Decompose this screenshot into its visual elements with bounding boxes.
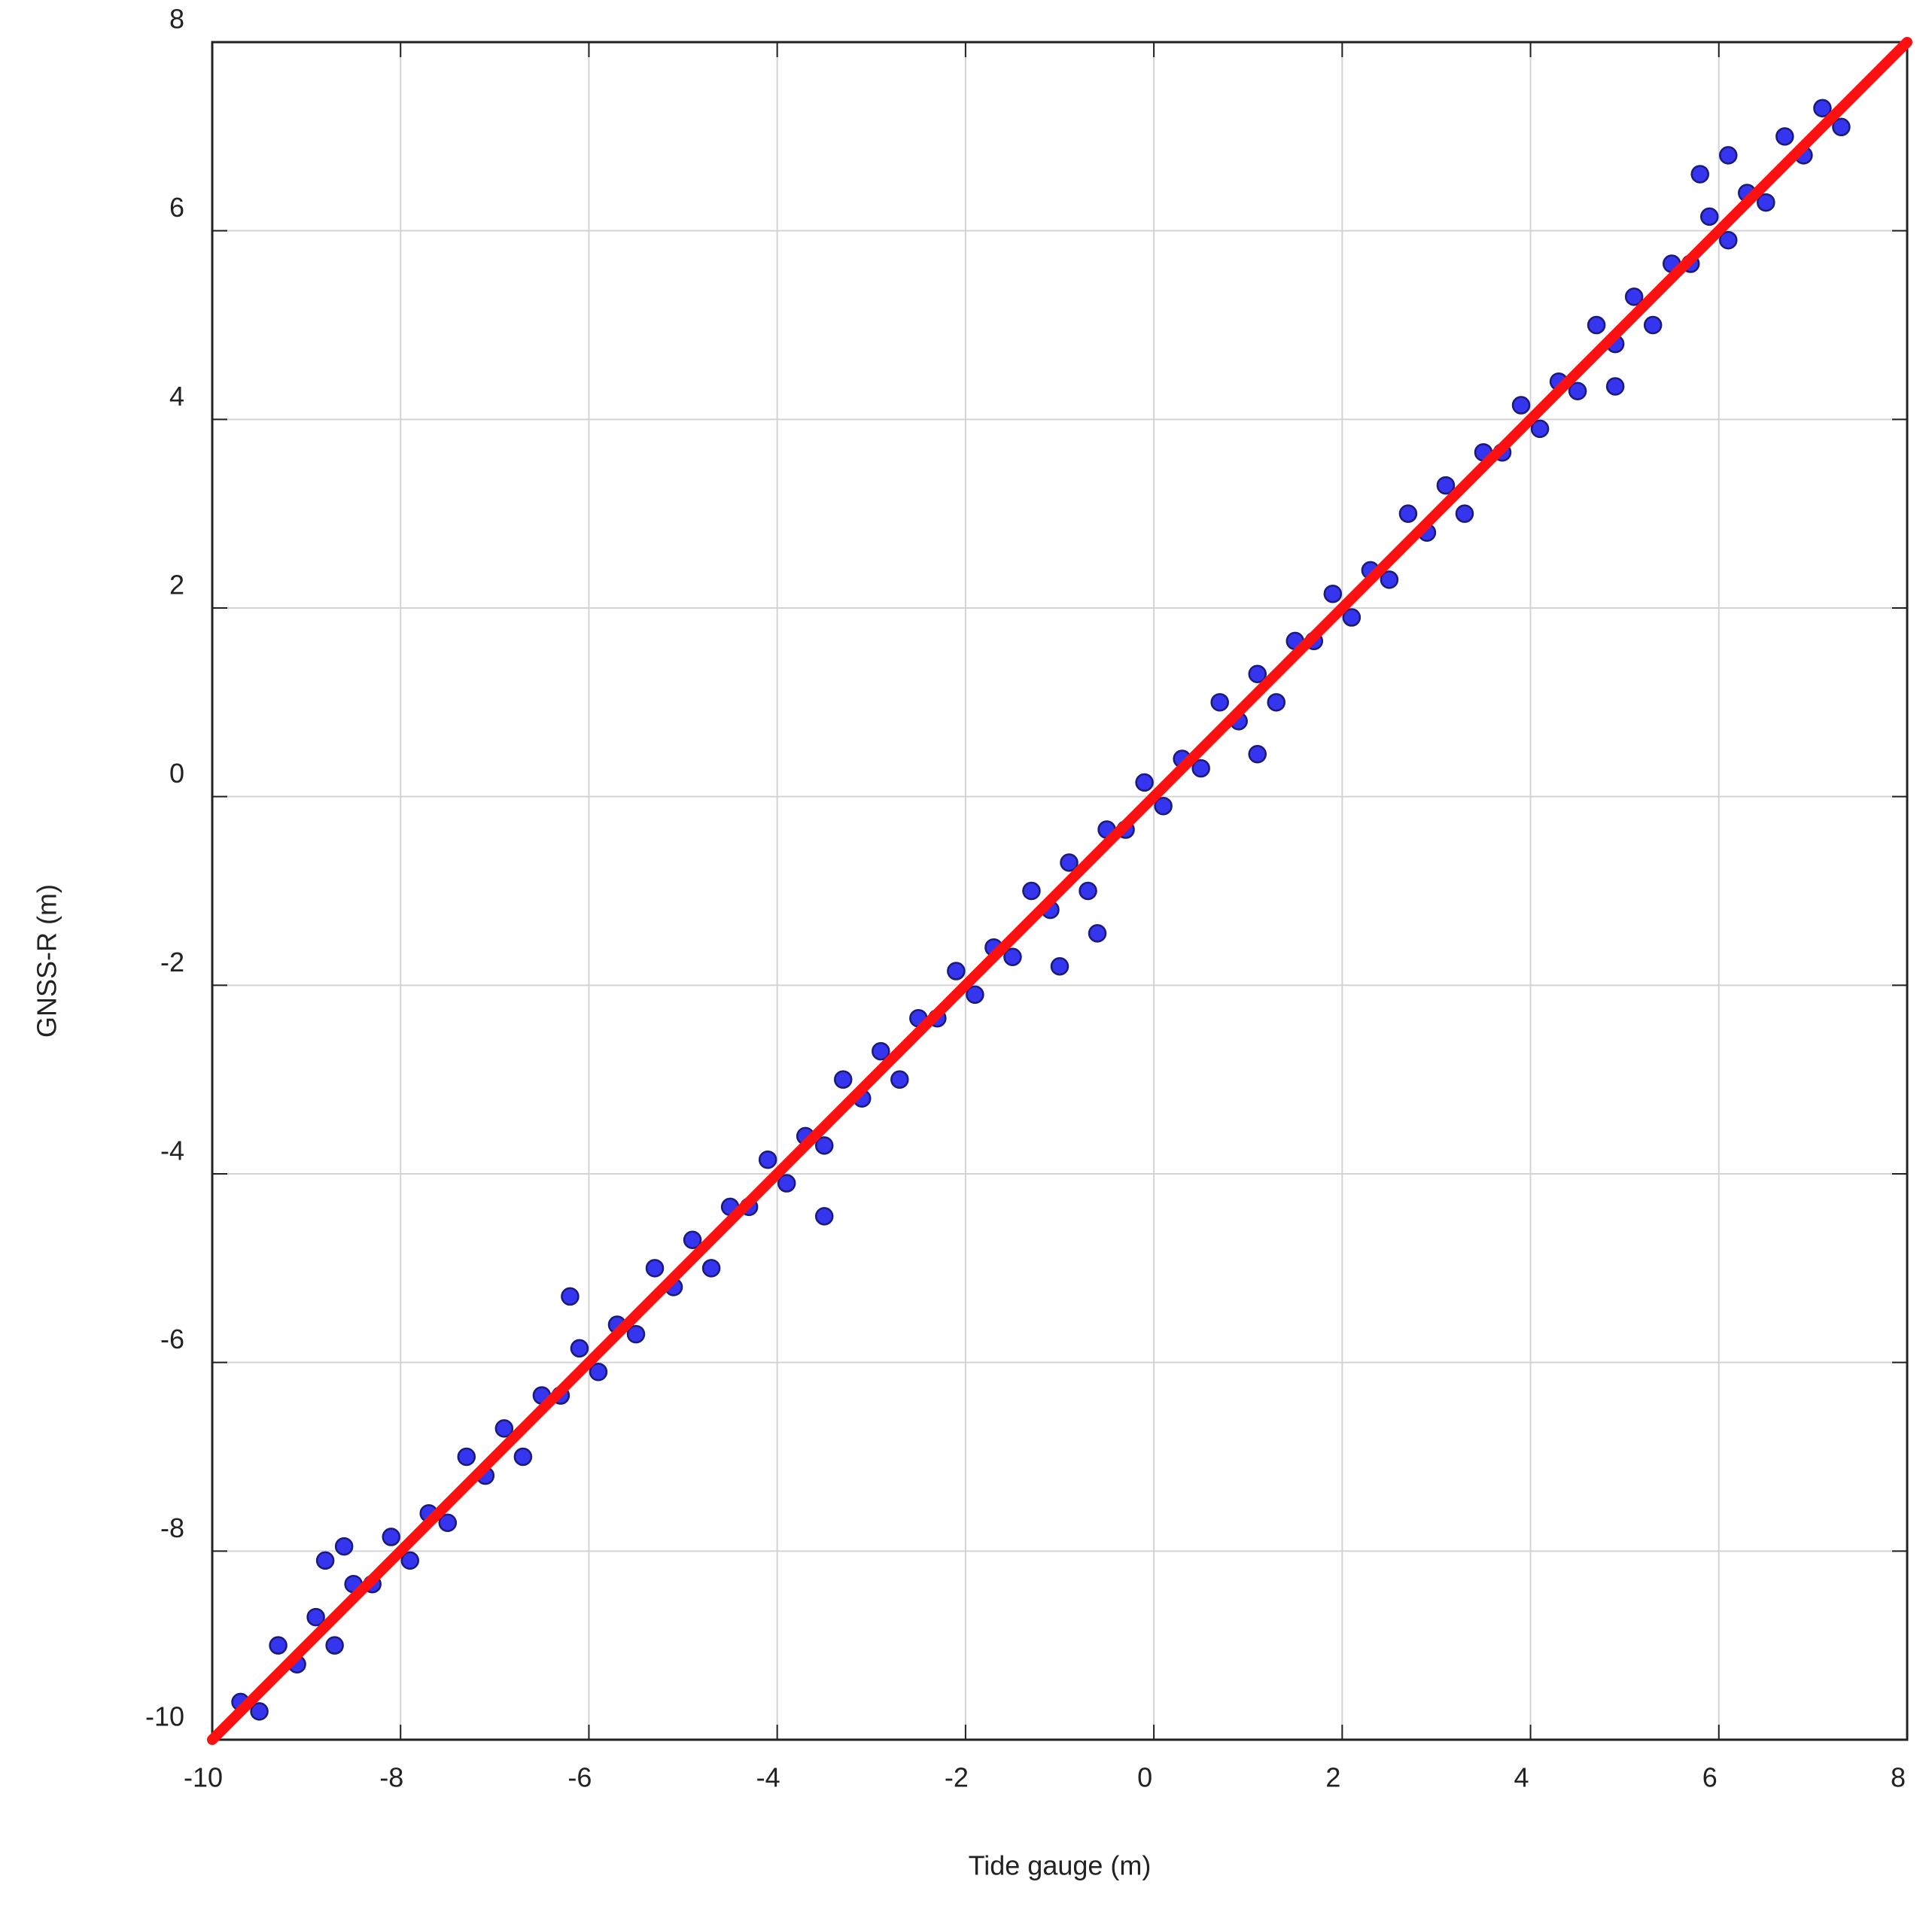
x-tick-label: 2 (1325, 1762, 1340, 1793)
x-tick-label: 4 (1514, 1762, 1529, 1793)
x-tick-label: 6 (1702, 1762, 1718, 1793)
point (947, 962, 966, 980)
reference-line (207, 37, 1912, 1745)
point (1719, 230, 1738, 250)
point (589, 1362, 608, 1382)
y-tick-label: 4 (169, 381, 184, 412)
plot-frame (211, 41, 1909, 1741)
point (814, 1207, 834, 1226)
y-tick-label: 6 (169, 192, 184, 223)
point (382, 1528, 400, 1546)
point (1248, 664, 1267, 683)
point (833, 1070, 853, 1089)
point (513, 1447, 533, 1467)
y-axis-label: GNSS-R (m) (32, 884, 62, 1038)
point (1605, 377, 1625, 396)
point (683, 1230, 702, 1249)
point (1587, 315, 1606, 335)
point (306, 1607, 325, 1627)
point (758, 1150, 777, 1169)
point (1455, 504, 1474, 523)
point (1210, 693, 1229, 712)
y-tick-label: 0 (169, 758, 184, 789)
point (1398, 504, 1418, 523)
point (1135, 773, 1154, 792)
y-tick-label: -4 (160, 1135, 184, 1166)
point (1342, 608, 1362, 627)
y-tick-label: 8 (169, 4, 184, 35)
point (1060, 853, 1079, 872)
point (966, 985, 984, 1005)
point (315, 1551, 335, 1570)
point (1436, 476, 1456, 495)
y-tick-label: 2 (169, 570, 184, 600)
point (1088, 924, 1107, 943)
point (1775, 127, 1794, 146)
point (701, 1259, 721, 1278)
point (1079, 881, 1097, 901)
x-tick-label: -4 (756, 1762, 780, 1793)
point (1323, 584, 1343, 603)
point (1511, 396, 1531, 415)
x-tick-label: -8 (379, 1762, 403, 1793)
point (1191, 758, 1210, 778)
x-tick-label: 8 (1891, 1762, 1906, 1793)
point (325, 1636, 344, 1655)
point (814, 1136, 834, 1155)
x-tick-label: -2 (945, 1762, 969, 1793)
point (1050, 957, 1069, 976)
point (494, 1419, 514, 1438)
y-tick-label: -6 (160, 1324, 184, 1354)
point (1022, 881, 1041, 901)
point (1530, 419, 1550, 439)
point (438, 1513, 458, 1532)
point (334, 1537, 354, 1556)
point (626, 1324, 646, 1344)
point (561, 1287, 580, 1306)
point (250, 1702, 269, 1721)
point (872, 1041, 890, 1061)
point (1003, 947, 1022, 966)
x-axis-label: Tide gauge (m) (969, 1850, 1152, 1881)
x-tick-label: 0 (1137, 1762, 1152, 1793)
point (1643, 315, 1663, 335)
point (1719, 146, 1738, 165)
point (1380, 570, 1399, 589)
point (1267, 693, 1286, 712)
point (570, 1339, 589, 1358)
x-tick-label: -10 (184, 1762, 223, 1793)
point (777, 1174, 796, 1193)
point (1624, 287, 1644, 306)
point (1757, 193, 1775, 212)
point (890, 1070, 909, 1089)
point (1154, 796, 1173, 816)
point (1832, 117, 1851, 137)
point (1813, 99, 1832, 117)
point (1700, 207, 1719, 226)
y-tick-label: -10 (145, 1701, 184, 1732)
y-tick-label: -2 (160, 947, 184, 977)
point (1690, 165, 1710, 184)
point (269, 1636, 288, 1655)
point (645, 1259, 665, 1278)
point (457, 1447, 476, 1467)
y-tick-label: -8 (160, 1512, 184, 1543)
x-tick-label: -6 (567, 1762, 592, 1793)
point (1248, 745, 1267, 764)
point (400, 1551, 419, 1570)
point (1568, 382, 1587, 400)
